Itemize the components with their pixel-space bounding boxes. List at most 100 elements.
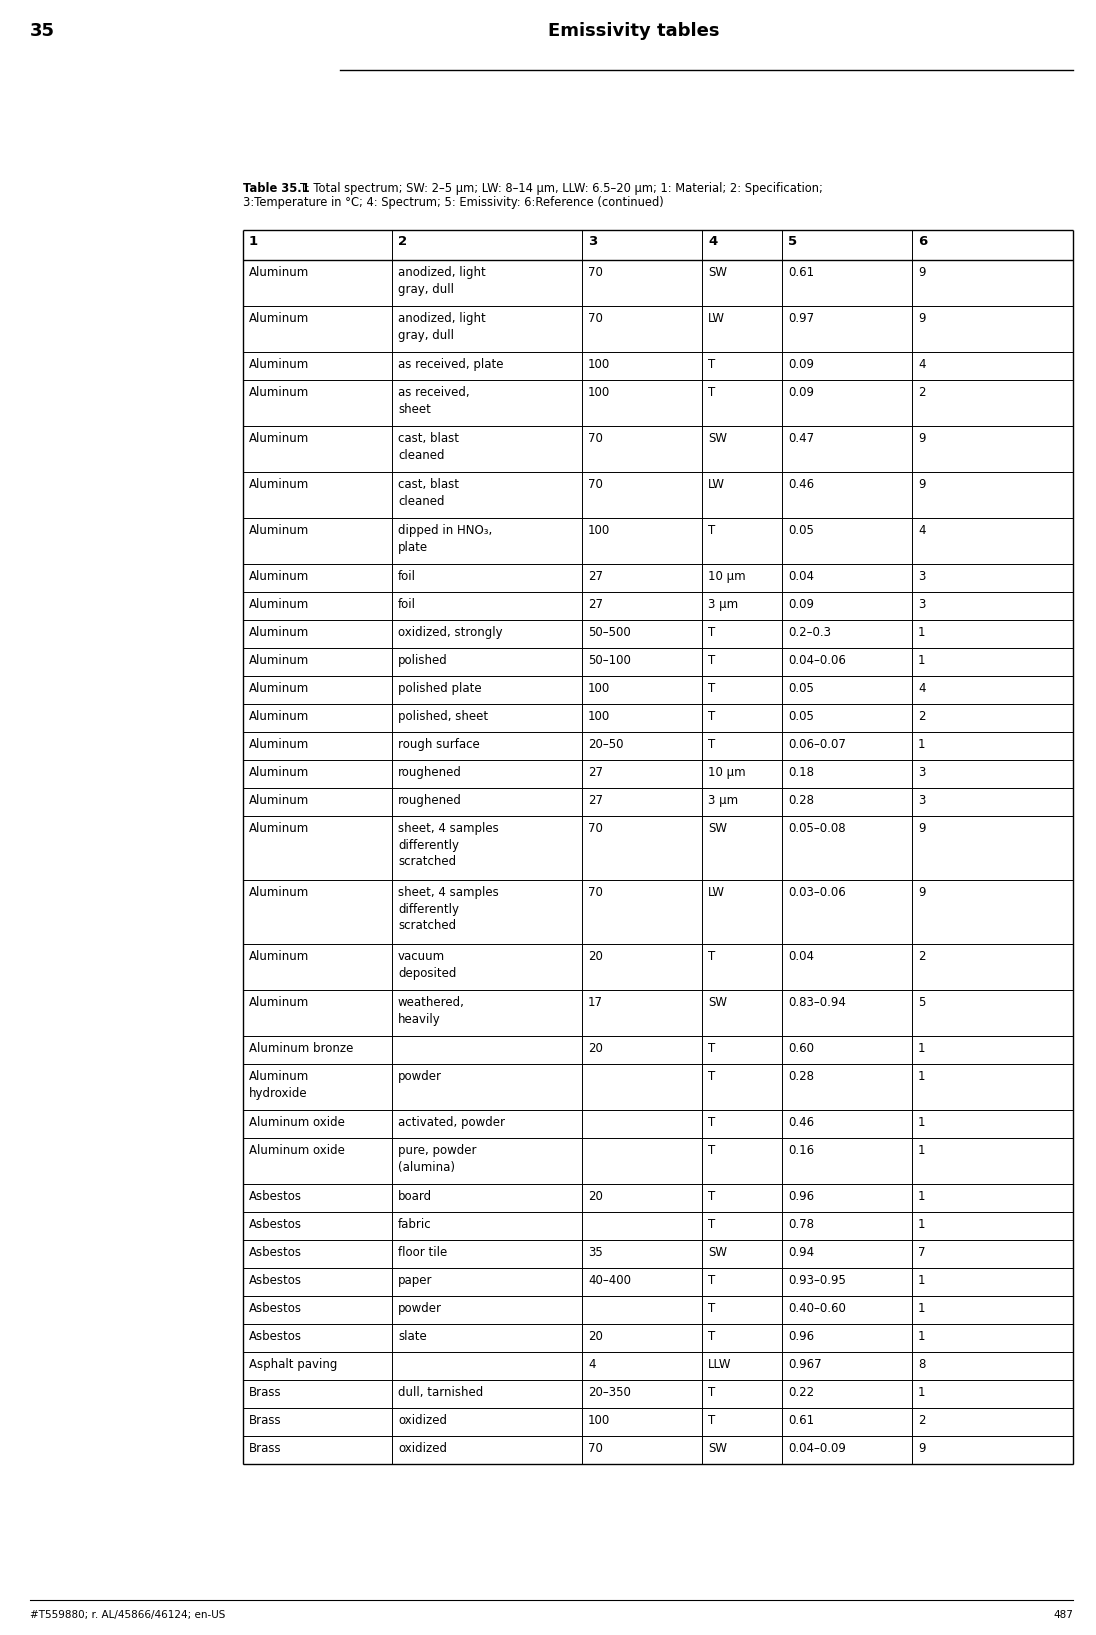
Text: T: T <box>708 1414 716 1427</box>
Text: 9: 9 <box>918 477 925 490</box>
Text: 1: 1 <box>918 1190 925 1203</box>
Text: 27: 27 <box>587 598 603 611</box>
Text: cast, blast
cleaned: cast, blast cleaned <box>398 432 459 461</box>
Text: Emissivity tables: Emissivity tables <box>548 21 719 39</box>
Text: 100: 100 <box>587 710 610 723</box>
Text: Asbestos: Asbestos <box>249 1218 302 1231</box>
Text: 3: 3 <box>918 767 925 778</box>
Text: Aluminum: Aluminum <box>249 737 309 750</box>
Text: SW: SW <box>708 1246 727 1259</box>
Text: 2: 2 <box>398 235 407 249</box>
Text: 35: 35 <box>587 1246 603 1259</box>
Text: polished plate: polished plate <box>398 682 481 695</box>
Text: 0.61: 0.61 <box>788 267 814 280</box>
Text: 0.05: 0.05 <box>788 523 814 536</box>
Text: roughened: roughened <box>398 767 461 778</box>
Text: 7: 7 <box>918 1246 925 1259</box>
Text: pure, powder
(alumina): pure, powder (alumina) <box>398 1144 477 1174</box>
Text: 6: 6 <box>918 235 927 249</box>
Text: 9: 9 <box>918 267 925 280</box>
Text: Asbestos: Asbestos <box>249 1190 302 1203</box>
Text: SW: SW <box>708 1442 727 1455</box>
Text: T: T <box>708 626 716 639</box>
Text: #T559880; r. AL/45866/46124; en-US: #T559880; r. AL/45866/46124; en-US <box>30 1610 226 1620</box>
Text: powder: powder <box>398 1301 442 1315</box>
Text: T: T <box>708 682 716 695</box>
Text: 487: 487 <box>1053 1610 1073 1620</box>
Text: oxidized: oxidized <box>398 1442 447 1455</box>
Text: Aluminum bronze: Aluminum bronze <box>249 1041 353 1055</box>
Text: oxidized, strongly: oxidized, strongly <box>398 626 503 639</box>
Text: 2: 2 <box>918 1414 925 1427</box>
Text: 0.18: 0.18 <box>788 767 814 778</box>
Text: Asbestos: Asbestos <box>249 1274 302 1287</box>
Text: Aluminum: Aluminum <box>249 996 309 1009</box>
Text: 1: 1 <box>918 626 925 639</box>
Text: foil: foil <box>398 598 416 611</box>
Text: sheet, 4 samples
differently
scratched: sheet, 4 samples differently scratched <box>398 822 499 868</box>
Text: Aluminum: Aluminum <box>249 795 309 808</box>
Text: 0.05: 0.05 <box>788 710 814 723</box>
Text: 70: 70 <box>587 886 603 899</box>
Text: Brass: Brass <box>249 1442 282 1455</box>
Text: 1: 1 <box>918 1117 925 1130</box>
Text: 2: 2 <box>918 710 925 723</box>
Text: 9: 9 <box>918 432 925 445</box>
Text: dull, tarnished: dull, tarnished <box>398 1386 483 1400</box>
Text: Brass: Brass <box>249 1386 282 1400</box>
Text: 0.05–0.08: 0.05–0.08 <box>788 822 846 835</box>
Text: 0.61: 0.61 <box>788 1414 814 1427</box>
Text: 3: 3 <box>587 235 597 249</box>
Text: T: Total spectrum; SW: 2–5 µm; LW: 8–14 µm, LLW: 6.5–20 µm; 1: Material; 2: Spec: T: Total spectrum; SW: 2–5 µm; LW: 8–14 … <box>300 181 823 195</box>
Text: 0.04: 0.04 <box>788 571 814 584</box>
Text: 9: 9 <box>918 312 925 325</box>
Text: slate: slate <box>398 1329 426 1342</box>
Text: 9: 9 <box>918 886 925 899</box>
Text: Asbestos: Asbestos <box>249 1329 302 1342</box>
Text: 0.04–0.09: 0.04–0.09 <box>788 1442 846 1455</box>
Text: T: T <box>708 1041 716 1055</box>
Text: Aluminum: Aluminum <box>249 386 309 399</box>
Text: Aluminum: Aluminum <box>249 950 309 963</box>
Text: 3: 3 <box>918 571 925 584</box>
Text: 0.28: 0.28 <box>788 795 814 808</box>
Text: Aluminum: Aluminum <box>249 312 309 325</box>
Text: T: T <box>708 1274 716 1287</box>
Text: 10 µm: 10 µm <box>708 571 745 584</box>
Text: Aluminum oxide: Aluminum oxide <box>249 1144 345 1158</box>
Text: Aluminum: Aluminum <box>249 477 309 490</box>
Text: 1: 1 <box>249 235 259 249</box>
Text: 0.03–0.06: 0.03–0.06 <box>788 886 846 899</box>
Text: 27: 27 <box>587 767 603 778</box>
Text: 4: 4 <box>918 682 925 695</box>
Text: T: T <box>708 1190 716 1203</box>
Text: 20: 20 <box>587 1041 603 1055</box>
Text: weathered,
heavily: weathered, heavily <box>398 996 465 1025</box>
Text: T: T <box>708 710 716 723</box>
Text: powder: powder <box>398 1069 442 1082</box>
Text: 0.40–0.60: 0.40–0.60 <box>788 1301 846 1315</box>
Text: 3 µm: 3 µm <box>708 795 738 808</box>
Text: sheet, 4 samples
differently
scratched: sheet, 4 samples differently scratched <box>398 886 499 932</box>
Text: 0.967: 0.967 <box>788 1359 822 1372</box>
Text: T: T <box>708 1329 716 1342</box>
Text: 4: 4 <box>918 523 925 536</box>
Text: 0.04–0.06: 0.04–0.06 <box>788 654 846 667</box>
Text: 100: 100 <box>587 358 610 371</box>
Text: LLW: LLW <box>708 1359 731 1372</box>
Text: activated, powder: activated, powder <box>398 1117 505 1130</box>
Text: T: T <box>708 1117 716 1130</box>
Text: SW: SW <box>708 432 727 445</box>
Text: 0.60: 0.60 <box>788 1041 814 1055</box>
Text: oxidized: oxidized <box>398 1414 447 1427</box>
Text: 20: 20 <box>587 1190 603 1203</box>
Text: 1: 1 <box>918 1274 925 1287</box>
Text: T: T <box>708 358 716 371</box>
Text: 0.2–0.3: 0.2–0.3 <box>788 626 831 639</box>
Text: 50–500: 50–500 <box>587 626 631 639</box>
Text: 0.04: 0.04 <box>788 950 814 963</box>
Text: 8: 8 <box>918 1359 925 1372</box>
Text: T: T <box>708 523 716 536</box>
Text: Aluminum: Aluminum <box>249 767 309 778</box>
Text: 0.96: 0.96 <box>788 1190 814 1203</box>
